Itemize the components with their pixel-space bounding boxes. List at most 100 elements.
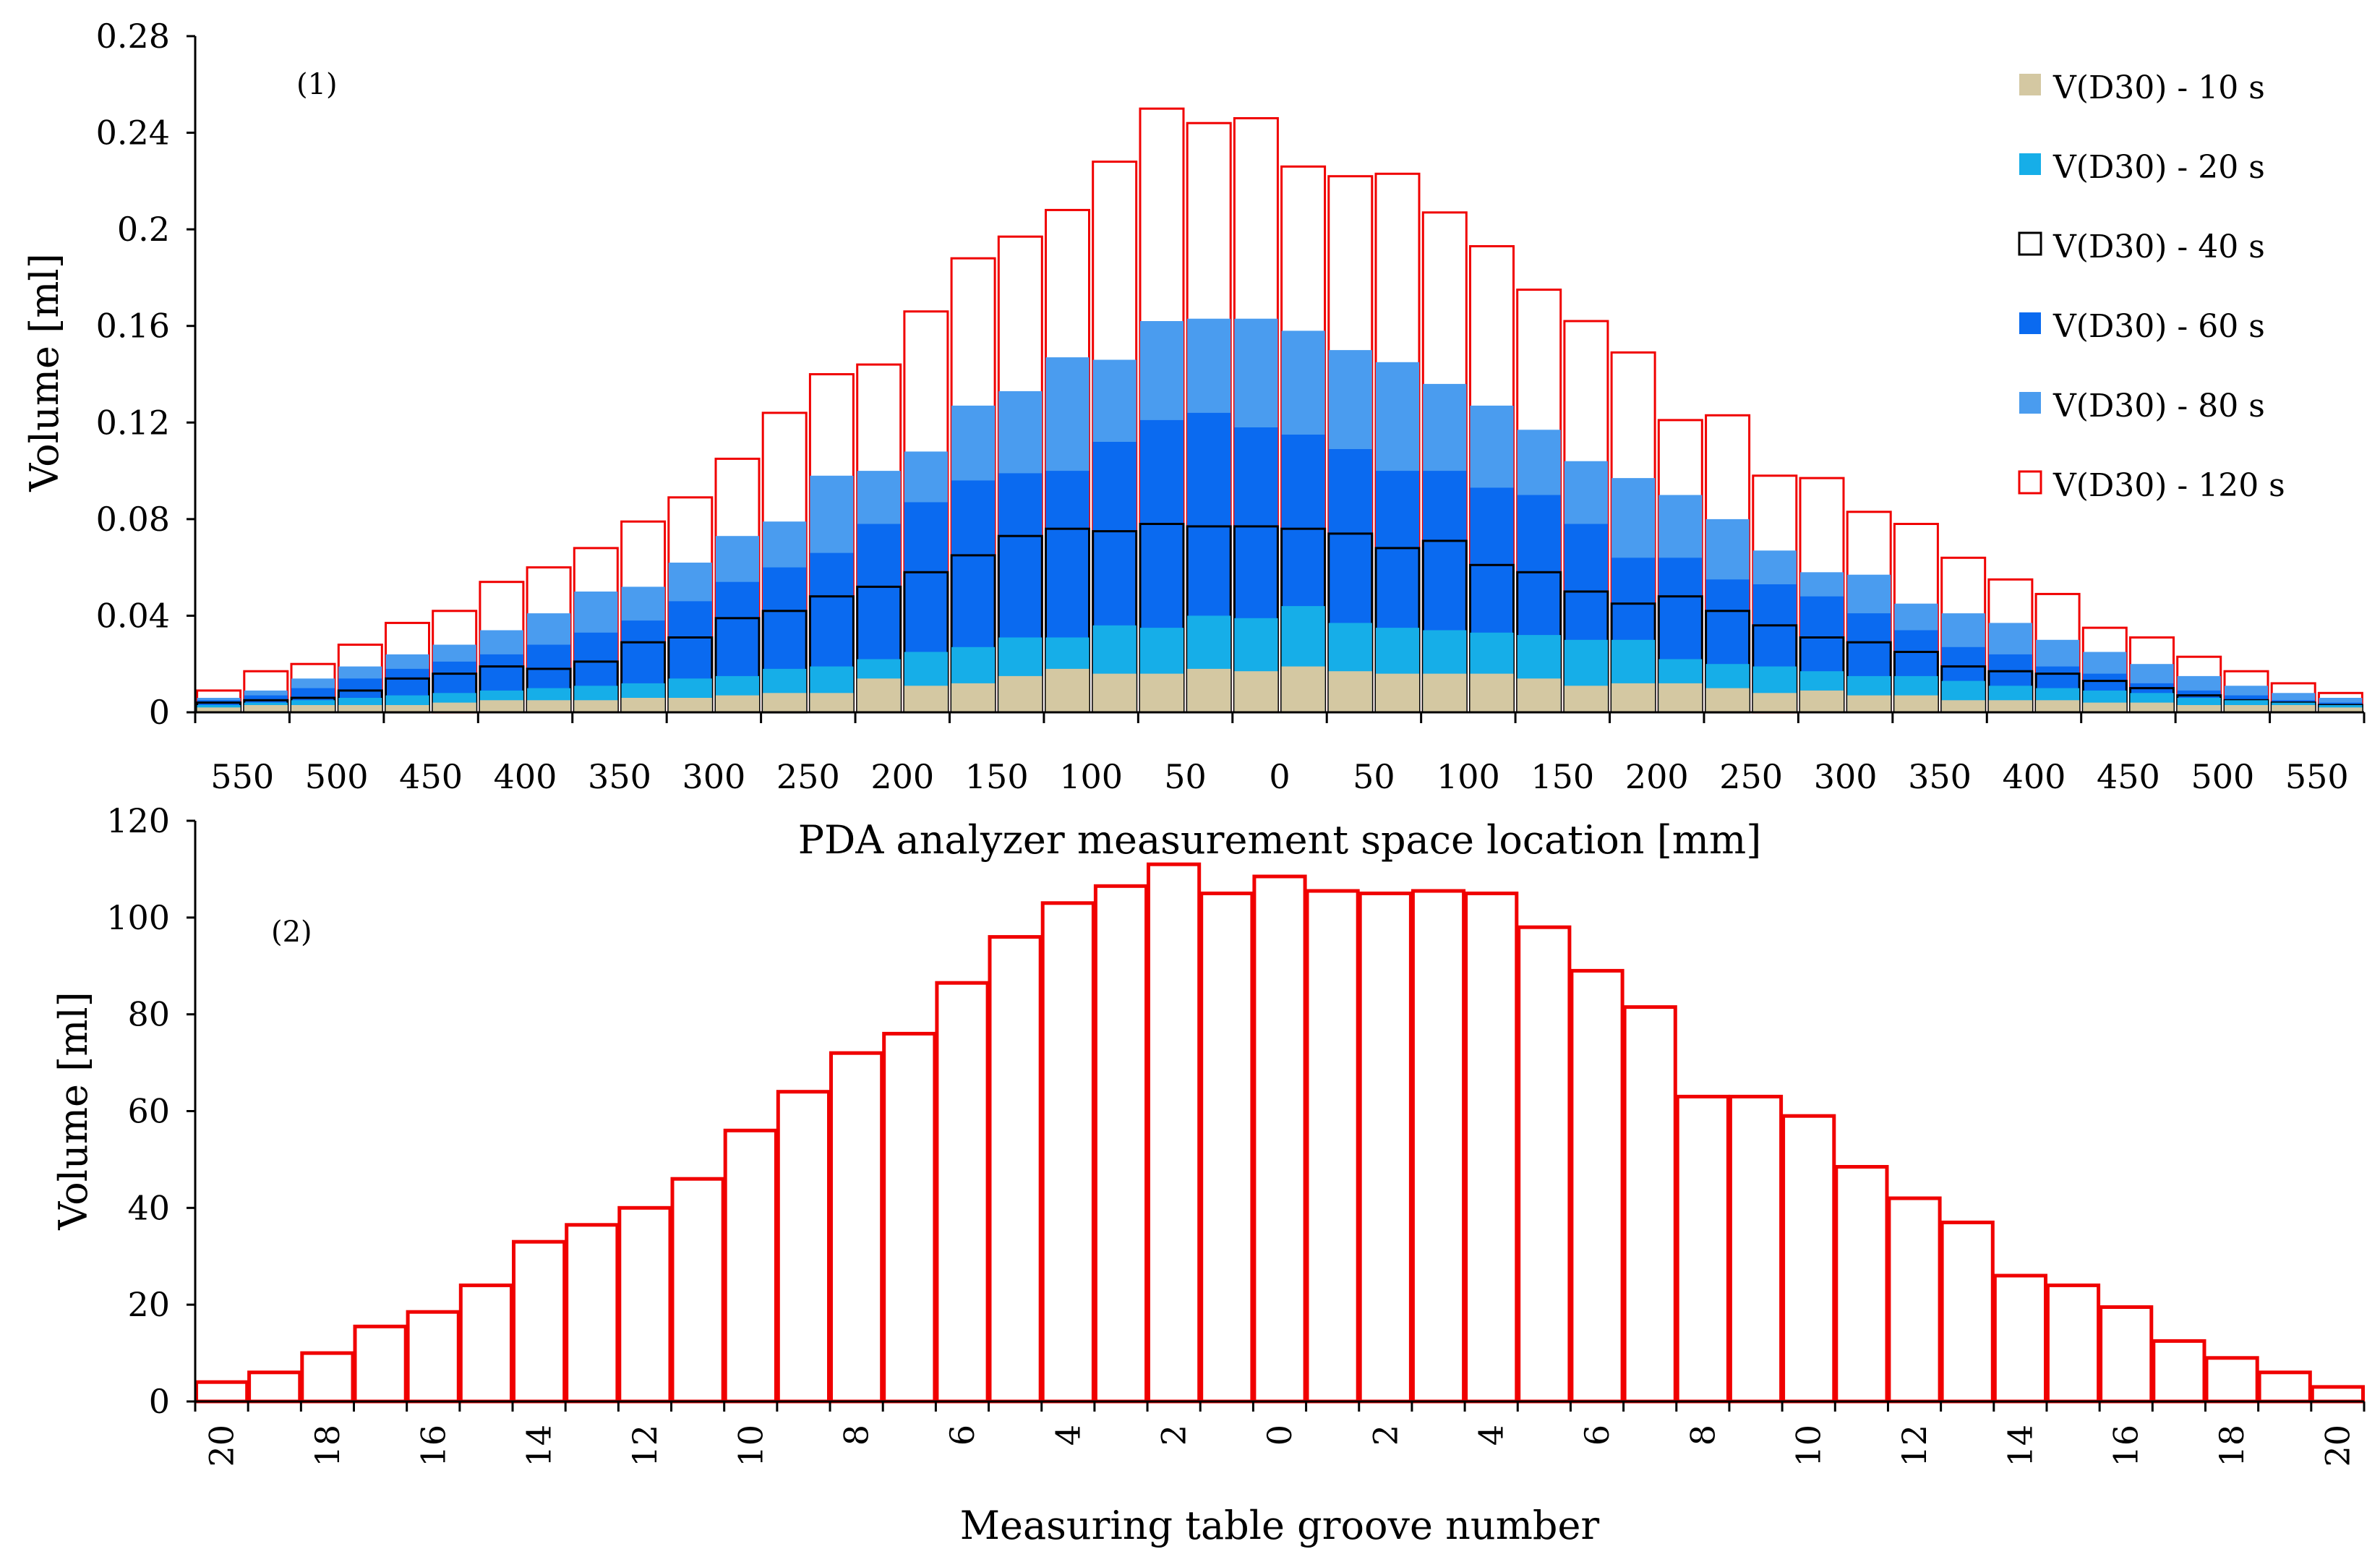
p2-xtick-label-3: 14 — [520, 1425, 559, 1467]
panel-1-y-axis-title: Volume [ml] — [22, 253, 67, 492]
panel-1-x-axis-title: PDA analyzer measurement space location … — [798, 817, 1762, 863]
p1-xtick-label-19: 400 — [2003, 757, 2066, 796]
p2-bar-23 — [1411, 889, 1466, 1404]
p2-xtick-label-11: 2 — [1366, 1425, 1405, 1446]
bar-10s-41 — [2130, 702, 2174, 712]
p2-bar-13 — [882, 1031, 937, 1404]
bar-10s-39 — [2036, 700, 2080, 712]
p2-bar-21 — [1305, 889, 1360, 1404]
p1-xtick-label-1: 500 — [305, 757, 369, 796]
p2-xtick-label-9: 2 — [1155, 1425, 1194, 1446]
p1-ytick-label-3: 0.12 — [96, 403, 170, 442]
chart-panel-1: 00.040.080.120.160.20.240.28 550 500 450 40… — [22, 17, 2366, 863]
p1-ytick-label-2: 0.08 — [96, 500, 170, 539]
bar-10s-4 — [385, 705, 429, 712]
p2-xtick-label-2: 16 — [414, 1425, 453, 1467]
bar-10s-32 — [1705, 688, 1750, 712]
bar-10s-27 — [1470, 673, 1514, 712]
p2-bar-22 — [1358, 891, 1413, 1404]
p2-bar-26 — [1570, 968, 1625, 1404]
p2-bar-15 — [988, 935, 1043, 1404]
p2-bar-12 — [829, 1051, 884, 1404]
p2-xtick-label-6: 8 — [837, 1425, 876, 1446]
legend-label-40s: V(D30) - 40 s — [2052, 229, 2265, 265]
panel-2-y-ticks: 0 20 40 60 80 100 120 — [106, 801, 195, 1421]
bar-10s-18 — [1045, 668, 1090, 712]
p1-ytick-label-4: 0.16 — [96, 307, 170, 346]
p2-xtick-label-18: 16 — [2107, 1425, 2146, 1467]
panel-1-label: (1) — [296, 68, 338, 101]
p2-bar-16 — [1040, 901, 1095, 1404]
panel-2-x-ticks: 20 18 16 14 12 10 8 6 4 2 0 2 4 6 8 10 12 14 16 18 20 — [194, 1401, 2366, 1467]
p2-bar-14 — [935, 981, 990, 1404]
p2-ytick-label-4: 80 — [127, 995, 170, 1034]
p2-bar-34 — [1992, 1273, 2048, 1404]
p1-ytick-label-0: 0 — [149, 693, 170, 732]
bar-10s-10 — [668, 698, 712, 712]
bar-10s-3 — [338, 705, 382, 712]
legend-label-10s: V(D30) - 10 s — [2052, 69, 2265, 106]
p2-bar-6 — [512, 1239, 567, 1404]
bar-10s-15 — [904, 686, 948, 712]
legend-swatch-60s — [2019, 312, 2041, 334]
p2-bar-28 — [1675, 1094, 1730, 1404]
panel-1-y-ticks: 0 0.04 0.08 0.12 0.16 0.2 0.24 0.28 — [96, 17, 195, 732]
p1-xtick-label-20: 450 — [2097, 757, 2160, 796]
bar-10s-36 — [1894, 695, 1938, 712]
legend-swatch-120s — [2018, 470, 2042, 495]
bar-10s-28 — [1517, 678, 1561, 713]
p2-xtick-label-0: 20 — [202, 1425, 241, 1467]
legend-swatch-40s — [2018, 231, 2042, 256]
p2-bar-5 — [458, 1283, 513, 1404]
panel-2-y-axis-title: Volume [ml] — [51, 991, 96, 1231]
bar-10s-29 — [1564, 686, 1608, 712]
p2-xtick-label-13: 6 — [1578, 1425, 1617, 1446]
p1-xtick-label-16: 250 — [1719, 757, 1783, 796]
p2-bar-0 — [194, 1380, 249, 1404]
p2-xtick-label-17: 14 — [2000, 1425, 2039, 1467]
legend-item-10s: V(D30) - 10 s — [2019, 69, 2265, 106]
p1-xtick-label-21: 500 — [2191, 757, 2254, 796]
bar-10s-37 — [1941, 700, 1985, 712]
p1-xtick-label-8: 150 — [965, 757, 1029, 796]
legend-item-120s: V(D30) - 120 s — [2018, 467, 2285, 504]
bar-10s-40 — [2083, 702, 2127, 712]
legend-item-80s: V(D30) - 80 s — [2019, 388, 2265, 424]
bar-10s-13 — [810, 693, 854, 712]
bar-10s-17 — [998, 675, 1043, 712]
bar-10s-21 — [1187, 668, 1231, 712]
bar-10s-42 — [2177, 705, 2221, 712]
bar-10s-12 — [763, 693, 807, 712]
p2-xtick-label-15: 10 — [1789, 1425, 1828, 1467]
p1-xtick-label-13: 100 — [1437, 757, 1500, 796]
p2-bar-4 — [406, 1310, 461, 1404]
bar-10s-26 — [1423, 673, 1467, 712]
p1-ytick-label-7: 0.28 — [96, 17, 170, 56]
bar-10s-19 — [1092, 673, 1137, 712]
legend-swatch-80s — [2019, 392, 2041, 414]
p2-ytick-label-2: 40 — [127, 1188, 170, 1227]
bar-10s-23 — [1281, 666, 1325, 712]
p1-ytick-label-6: 0.24 — [96, 114, 170, 153]
p2-bar-35 — [2045, 1283, 2101, 1404]
bar-10s-5 — [432, 702, 476, 712]
p2-bar-31 — [1834, 1165, 1889, 1404]
legend: V(D30) - 10 s V(D30) - 20 s V(D30) - 40 … — [2018, 69, 2285, 504]
bar-10s-24 — [1328, 671, 1372, 712]
p2-xtick-label-19: 18 — [2212, 1425, 2251, 1467]
p1-xtick-label-7: 200 — [870, 757, 934, 796]
p2-bar-9 — [670, 1177, 725, 1404]
panel-2-bars — [194, 862, 2366, 1404]
p1-xtick-label-4: 350 — [588, 757, 651, 796]
p1-xtick-label-14: 150 — [1531, 757, 1594, 796]
p2-xtick-label-8: 4 — [1048, 1425, 1087, 1446]
legend-label-60s: V(D30) - 60 s — [2052, 308, 2265, 345]
bar-10s-16 — [951, 683, 996, 712]
p2-bar-20 — [1252, 874, 1307, 1404]
bar-10s-7 — [527, 700, 571, 712]
bar-10s-14 — [857, 678, 901, 713]
p2-bar-8 — [617, 1205, 672, 1404]
legend-swatch-20s — [2019, 153, 2041, 175]
